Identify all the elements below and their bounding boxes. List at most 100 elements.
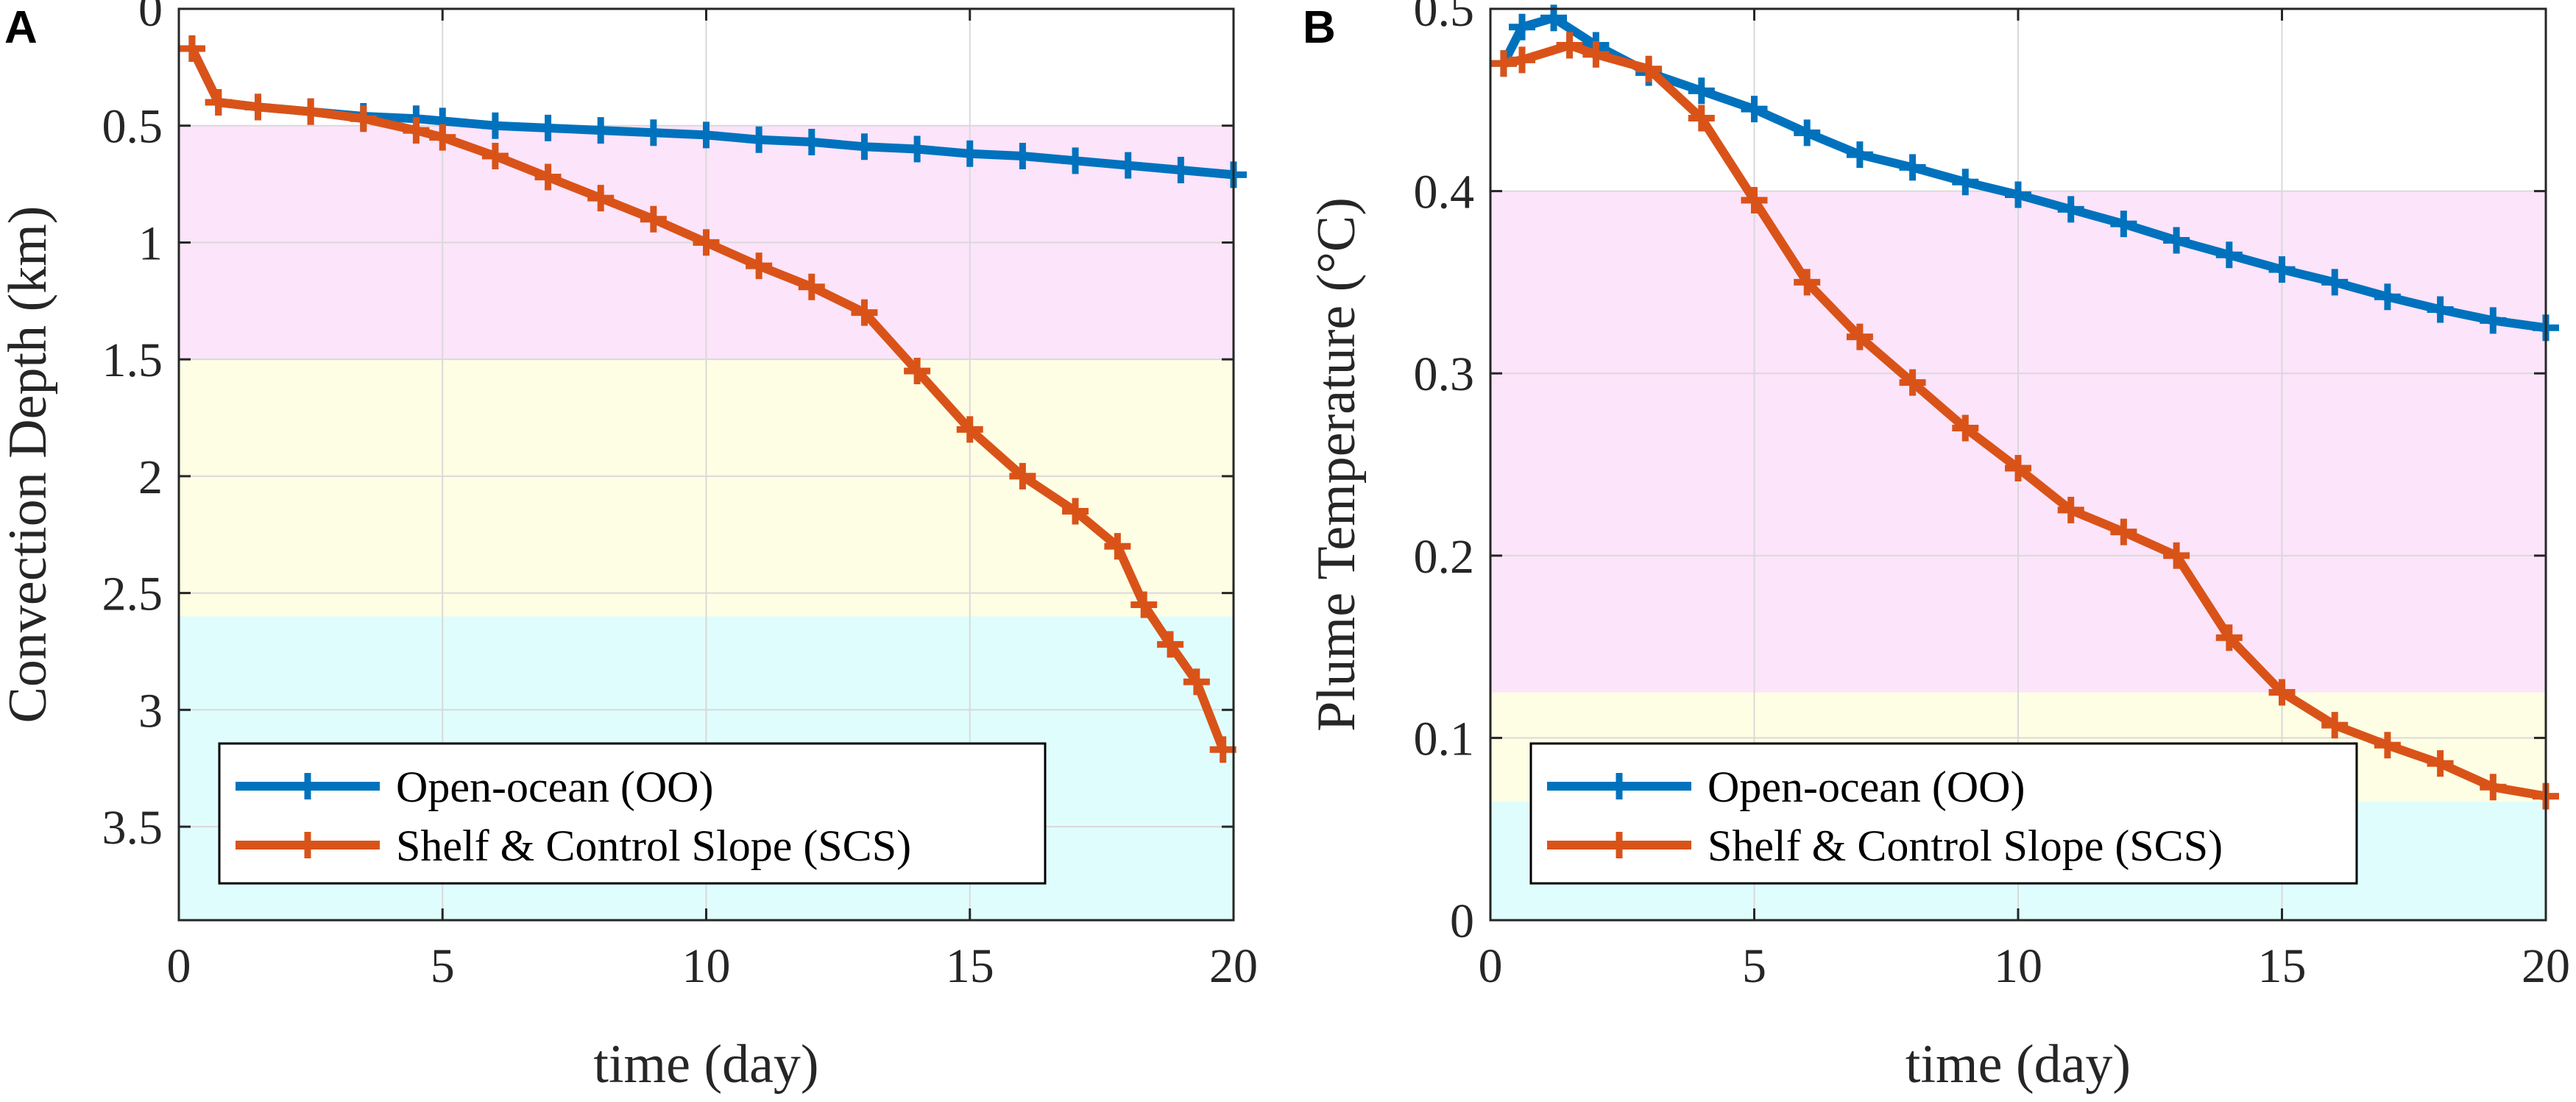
data-point-scs	[2110, 518, 2137, 545]
data-point-oo	[1009, 142, 1036, 169]
data-point-scs	[1209, 736, 1236, 763]
data-point-oo	[2427, 296, 2454, 323]
data-point-scs	[1104, 533, 1131, 560]
data-point-oo	[2480, 307, 2507, 334]
data-point-scs	[1556, 32, 1583, 59]
x-tick-label: 0	[1479, 939, 1503, 993]
x-tick-label: 5	[1742, 939, 1766, 993]
data-point-scs	[403, 117, 430, 144]
data-point-scs	[534, 163, 562, 191]
data-point-scs	[851, 299, 878, 326]
data-point-scs	[1741, 186, 1768, 213]
data-point-scs	[1509, 46, 1536, 74]
data-point-oo	[2163, 227, 2190, 254]
data-point-oo	[1062, 147, 1089, 174]
x-tick-label: 15	[946, 939, 994, 993]
legend-swatch-marker-oo	[1606, 773, 1632, 799]
y-axis-title: Plume Temperature (°C)	[1306, 197, 1367, 732]
data-point-scs	[1062, 498, 1089, 525]
data-point-scs	[178, 35, 205, 62]
data-point-oo	[2268, 256, 2296, 283]
y-axis-title: Convection Depth (km)	[0, 206, 58, 724]
data-point-scs	[1582, 40, 1610, 68]
data-point-scs	[693, 229, 720, 256]
x-tick-label: 20	[2522, 939, 2570, 993]
data-point-scs	[1157, 631, 1184, 658]
x-axis-title: time (day)	[1906, 1034, 2131, 1095]
y-tick-label: 0	[138, 0, 163, 37]
y-tick-label: 1	[138, 216, 163, 270]
data-point-scs	[2374, 732, 2401, 759]
data-point-scs	[350, 105, 377, 133]
data-point-oo	[956, 140, 983, 167]
data-point-oo	[2215, 241, 2243, 269]
data-point-scs	[904, 358, 931, 385]
y-tick-label: 2.5	[102, 568, 163, 621]
legend-label-oo: Open-ocean (OO)	[396, 763, 713, 811]
legend-label-oo: Open-ocean (OO)	[1708, 763, 2025, 811]
data-point-scs	[640, 205, 667, 233]
data-point-oo	[1899, 154, 1926, 181]
data-point-scs	[1899, 369, 1926, 396]
data-point-scs	[1846, 323, 1873, 350]
panel-b-plume-temperature-chart: 0 5 10 15 20 0 0.1 0.2 0.3 0.4 0.5 time (day) Plume …	[1303, 0, 2570, 1095]
data-point-oo	[1846, 141, 1873, 169]
data-point-oo	[2057, 196, 2084, 223]
legend-swatch-marker-scs	[294, 832, 321, 858]
legend: Open-ocean (OO) Shelf & Control Slope (SC…	[1529, 742, 2358, 885]
data-point-oo	[1114, 152, 1142, 179]
data-point-oo	[798, 128, 825, 155]
data-point-scs	[2057, 496, 2084, 523]
data-point-scs	[2480, 774, 2507, 801]
x-tick-label: 15	[2258, 939, 2307, 993]
data-point-scs	[205, 88, 232, 116]
data-point-scs	[1794, 269, 1821, 296]
data-point-scs	[1009, 462, 1036, 490]
x-tick-label: 10	[682, 939, 731, 993]
legend-swatch-marker-oo	[294, 773, 321, 799]
data-point-oo	[904, 135, 931, 163]
data-point-scs	[297, 98, 325, 125]
x-axis-title: time (day)	[593, 1034, 818, 1095]
y-tick-label: 0.4	[1414, 166, 1475, 219]
data-point-scs	[2005, 454, 2031, 481]
data-point-oo	[2110, 211, 2137, 238]
data-point-oo	[1509, 13, 1536, 40]
data-point-scs	[2215, 624, 2243, 651]
data-point-scs	[481, 142, 509, 169]
y-tick-label: 0.5	[1414, 0, 1475, 37]
panel-a-convection-depth-chart: 0 5 10 15 20 0 0.5 1 1.5 2 2.5 3 3.5 time (day) Convec…	[0, 0, 1258, 1095]
data-point-scs	[956, 416, 983, 443]
data-point-scs	[429, 124, 456, 151]
data-point-oo	[1688, 77, 1715, 105]
legend-box	[1529, 742, 2358, 885]
data-point-oo	[693, 121, 720, 149]
y-tick-label: 0.2	[1414, 530, 1475, 584]
x-tick-label: 0	[167, 939, 191, 993]
panel-letter: B	[1303, 2, 1336, 53]
data-point-oo	[2005, 181, 2031, 208]
data-point-scs	[587, 185, 615, 212]
data-point-scs	[1183, 668, 1210, 696]
data-point-oo	[1794, 119, 1821, 146]
data-point-oo	[587, 117, 615, 144]
legend-label-scs: Shelf & Control Slope (SCS)	[1708, 822, 2223, 870]
data-point-oo	[746, 126, 773, 153]
data-point-scs	[244, 93, 272, 121]
data-point-oo	[534, 114, 562, 141]
data-point-scs	[2268, 679, 2296, 706]
y-tick-label: 1.5	[102, 333, 163, 387]
data-point-scs	[798, 273, 825, 300]
data-point-scs	[1952, 414, 1979, 442]
data-point-oo	[851, 133, 878, 160]
legend: Open-ocean (OO) Shelf & Control Slope (SC…	[218, 742, 1047, 885]
data-point-oo	[2321, 269, 2349, 296]
y-tick-label: 0.3	[1414, 347, 1475, 401]
legend-swatch-marker-scs	[1606, 832, 1632, 858]
series-line-scs	[1502, 40, 2547, 801]
data-point-scs	[1490, 50, 1517, 77]
data-point-scs	[2163, 542, 2190, 569]
data-point-oo	[640, 119, 667, 146]
y-tick-label: 0.5	[102, 100, 163, 154]
